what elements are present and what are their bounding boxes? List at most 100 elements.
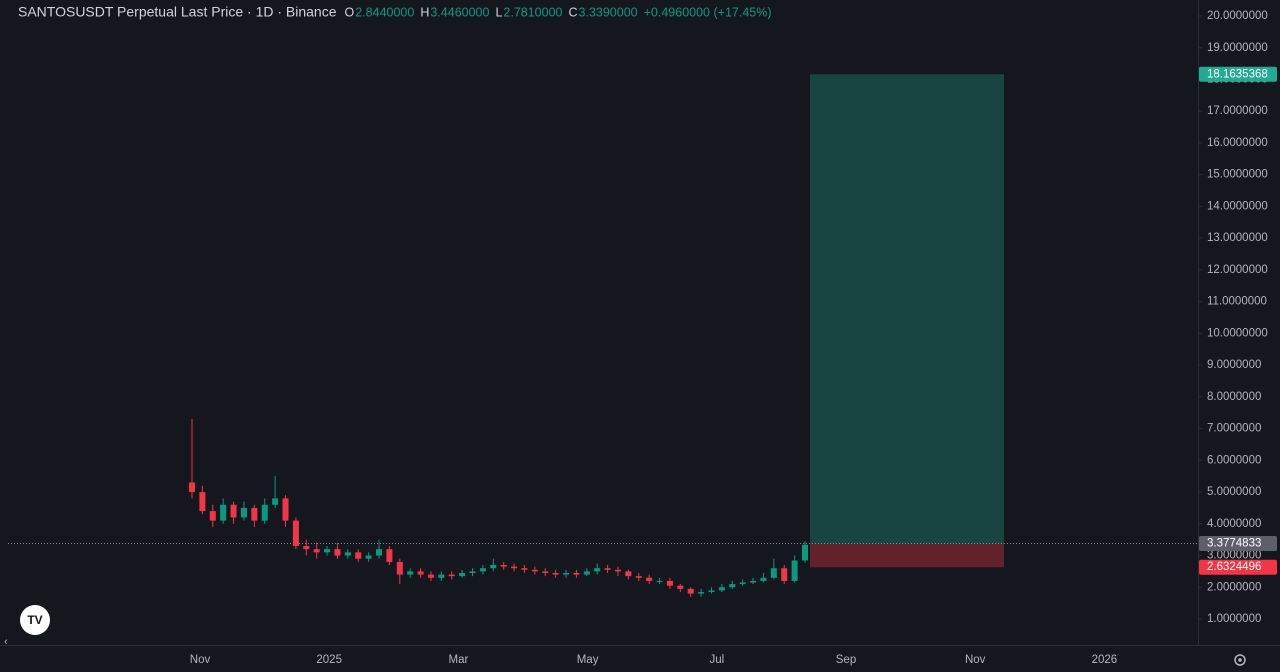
candle-body xyxy=(718,587,725,591)
candle-body xyxy=(438,574,445,578)
candle-body xyxy=(282,498,289,521)
logo-mark: TV xyxy=(27,613,42,627)
candle-body xyxy=(272,498,279,505)
candle-body xyxy=(230,504,237,518)
candle-body xyxy=(677,585,684,589)
candle-body xyxy=(396,561,403,575)
candle-body xyxy=(614,569,621,572)
gear-center xyxy=(1238,658,1242,662)
candle-body xyxy=(303,546,310,550)
loss-zone xyxy=(810,543,1004,568)
candle-body xyxy=(459,572,466,577)
ohlc-key: O xyxy=(345,5,355,19)
candle-body xyxy=(209,511,216,521)
candle-body xyxy=(573,572,580,575)
ohlc-value: 2.8440000 xyxy=(355,5,414,19)
x-tick-label: Nov xyxy=(965,654,986,666)
candle-body xyxy=(355,552,362,559)
candle-body xyxy=(261,504,268,521)
y-tick-label: 12.0000000 xyxy=(1207,264,1268,276)
y-tick-label: 20.0000000 xyxy=(1207,10,1268,22)
chart-title: SANTOSUSDT Perpetual Last Price · 1D · B… xyxy=(18,4,337,20)
profit-zone xyxy=(810,74,1004,544)
candle-body xyxy=(791,560,798,581)
x-tick-label: 2026 xyxy=(1092,654,1118,666)
candle-body xyxy=(802,544,808,561)
tv-logo[interactable]: TV xyxy=(20,605,50,635)
candle-body xyxy=(292,520,299,547)
candle-body xyxy=(189,482,195,493)
candle-body xyxy=(542,571,549,573)
y-tick-label: 7.0000000 xyxy=(1207,423,1261,435)
candle-body xyxy=(344,552,351,556)
y-tick-label: 19.0000000 xyxy=(1207,42,1268,54)
y-tick-label: 4.0000000 xyxy=(1207,518,1261,530)
candle-body xyxy=(770,568,777,578)
candle-body xyxy=(708,590,715,593)
y-tick-label: 5.0000000 xyxy=(1207,486,1261,498)
candle-body xyxy=(376,549,383,556)
candle-body xyxy=(531,569,538,572)
candle-body xyxy=(687,588,694,594)
candle-body xyxy=(324,549,331,553)
y-tick-label: 13.0000000 xyxy=(1207,232,1268,244)
logo-circle[interactable] xyxy=(20,605,50,635)
price-tag xyxy=(1199,559,1277,575)
candle-body xyxy=(469,571,476,573)
candle-body xyxy=(448,574,455,577)
change-value: +0.4960000 (+17.45%) xyxy=(644,5,772,19)
y-tick-label: 11.0000000 xyxy=(1207,296,1267,308)
x-tick-label: Sep xyxy=(836,654,856,666)
y-tick-label: 15.0000000 xyxy=(1207,169,1268,181)
ohlc-header: O 2.8440000 H 3.4460000 L 2.7810000 C 3.3390000… xyxy=(345,5,772,19)
candle-body xyxy=(646,577,653,581)
ohlc-value: 2.7810000 xyxy=(503,5,562,19)
ohlc-value: 3.4460000 xyxy=(430,5,489,19)
price-tag-label: 2.6324496 xyxy=(1207,561,1261,573)
candle-body xyxy=(625,571,632,577)
ohlc-key: H xyxy=(420,5,429,19)
y-tick-label: 2.0000000 xyxy=(1207,581,1261,593)
price-tag-label: 18.1635368 xyxy=(1207,68,1268,80)
y-tick-label: 1.0000000 xyxy=(1207,613,1261,625)
candle-body xyxy=(490,565,497,569)
candle-body xyxy=(563,572,570,575)
y-tick-label: 8.0000000 xyxy=(1207,391,1261,403)
x-tick-label: 2025 xyxy=(316,654,342,666)
ohlc-key: L xyxy=(495,5,502,19)
candle-body xyxy=(521,568,528,570)
candle-body xyxy=(199,492,206,512)
candle-body xyxy=(386,549,393,562)
price-tag xyxy=(1199,66,1277,82)
candle-body xyxy=(594,568,601,572)
scroll-arrow[interactable]: ‹ xyxy=(4,636,8,648)
y-tick-label: 14.0000000 xyxy=(1207,200,1268,212)
y-tick-label: 9.0000000 xyxy=(1207,359,1261,371)
candle-body xyxy=(552,572,559,575)
y-tick-label: 6.0000000 xyxy=(1207,454,1261,466)
x-tick-label: May xyxy=(577,654,599,666)
y-tick-label: 16.0000000 xyxy=(1207,137,1268,149)
candle-body xyxy=(729,584,736,588)
candle-body xyxy=(656,580,663,582)
settings-icon[interactable] xyxy=(1234,654,1246,666)
y-tick-label: 10.0000000 xyxy=(1207,327,1268,339)
y-tick-label: 17.0000000 xyxy=(1207,105,1268,117)
x-tick-label: Mar xyxy=(448,654,468,666)
candle-body xyxy=(781,568,788,581)
candle-body xyxy=(511,566,518,569)
candle-body xyxy=(313,549,320,553)
price-tag xyxy=(1199,536,1277,552)
candle-body xyxy=(635,576,642,578)
candle-body xyxy=(583,571,590,575)
candle-body xyxy=(251,507,258,521)
candle-body xyxy=(427,574,434,578)
candle-body xyxy=(334,549,341,556)
price-tag-label: 3.3774833 xyxy=(1207,538,1261,550)
candle-body xyxy=(666,580,673,586)
gear[interactable] xyxy=(1234,654,1246,666)
candle-body xyxy=(500,565,507,567)
y-tick-label: 3.0000000 xyxy=(1207,550,1261,562)
